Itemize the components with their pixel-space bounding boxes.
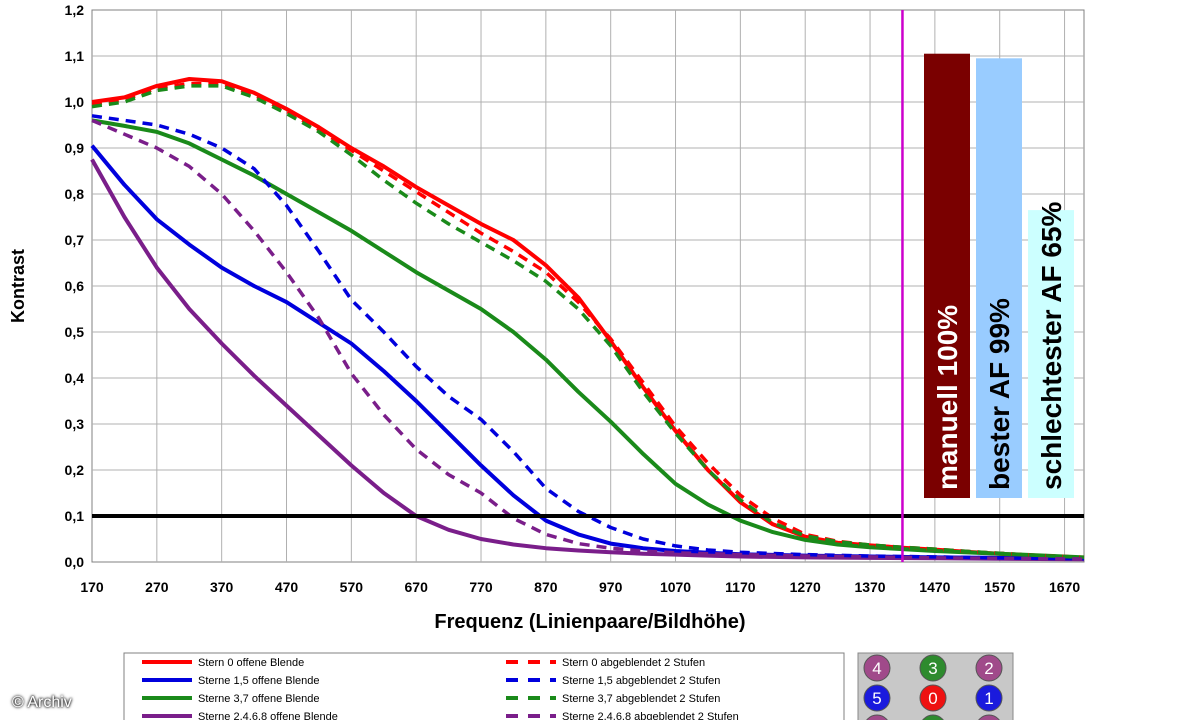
legend-label: Stern 0 abgeblendet 2 Stufen xyxy=(562,657,705,669)
y-tick-label: 0,6 xyxy=(65,278,85,294)
y-axis-label: Kontrast xyxy=(8,249,28,323)
y-tick-label: 0,7 xyxy=(65,232,85,248)
y-tick-label: 0,0 xyxy=(65,554,85,570)
x-tick-label: 1070 xyxy=(660,579,691,595)
series-line xyxy=(90,158,1085,562)
x-tick-label: 970 xyxy=(599,579,623,595)
x-tick-label: 670 xyxy=(405,579,429,595)
legend-label: Sterne 3,7 offene Blende xyxy=(198,693,320,705)
y-tick-label: 0,5 xyxy=(65,324,85,340)
bar-label: bester AF 99% xyxy=(984,298,1015,490)
series-line xyxy=(91,118,1085,561)
y-tick-label: 0,2 xyxy=(65,462,85,478)
legend-label: Sterne 3,7 abgeblendet 2 Stufen xyxy=(562,693,720,705)
y-tick-label: 0,3 xyxy=(65,416,85,432)
series-line xyxy=(91,114,1085,561)
series-line xyxy=(91,118,1085,560)
x-tick-label: 1170 xyxy=(725,579,756,595)
badge-circle xyxy=(978,714,1000,720)
badge-circle xyxy=(922,714,944,720)
badge-circle xyxy=(866,714,888,720)
badge-circle xyxy=(863,684,891,712)
badges-group: 4 3 2 5 0 1 xyxy=(863,654,1003,720)
legend-items: Stern 0 offene Blende Sterne 1,5 offene B… xyxy=(142,657,739,720)
bar xyxy=(976,58,1022,499)
badge-circle xyxy=(975,684,1003,712)
legend-box xyxy=(123,652,845,720)
badge-panel: 4 3 2 5 0 1 xyxy=(857,652,1014,720)
y-tick-label: 0,9 xyxy=(65,140,85,156)
x-tick-label: 570 xyxy=(340,579,364,595)
reference-lines xyxy=(92,10,1084,562)
y-tick-label: 1,1 xyxy=(65,48,85,64)
x-tick-label: 470 xyxy=(275,579,299,595)
y-tick-label: 0,4 xyxy=(65,370,85,386)
y-tick-label: 1,0 xyxy=(65,94,85,110)
x-tick-label: 370 xyxy=(210,579,234,595)
badge-label: 4 xyxy=(872,659,881,678)
badge-circle xyxy=(863,654,891,682)
badge-label: 0 xyxy=(928,689,937,708)
x-tick-label: 1470 xyxy=(919,579,950,595)
x-tick-label: 170 xyxy=(80,579,104,595)
badge-circle xyxy=(919,684,947,712)
legend-label: Sterne 2,4,6,8 offene Blende xyxy=(198,711,338,720)
bars-group: manuell 100% bester AF 99% schlechtester A… xyxy=(924,53,1074,499)
badge-label: 1 xyxy=(984,689,993,708)
legend-label: Sterne 1,5 offene Blende xyxy=(198,675,320,687)
x-tick-label: 1570 xyxy=(984,579,1015,595)
x-tick-label: 1370 xyxy=(854,579,885,595)
bar xyxy=(924,53,970,498)
x-tick-label: 1270 xyxy=(790,579,821,595)
legend-label: Stern 0 offene Blende xyxy=(198,657,304,669)
copyright-note: © Archiv xyxy=(12,694,72,711)
bar-label: manuell 100% xyxy=(932,305,963,490)
x-tick-label: 770 xyxy=(469,579,493,595)
bar xyxy=(1028,210,1074,498)
bar-label: schlechtester AF 65% xyxy=(1036,201,1067,490)
series-line xyxy=(91,81,1085,560)
legend: Stern 0 offene Blende Sterne 1,5 offene B… xyxy=(123,652,845,720)
badge-circle xyxy=(975,654,1003,682)
badge-label: 5 xyxy=(872,689,881,708)
badge-label: 3 xyxy=(928,659,937,678)
y-tick-label: 1,2 xyxy=(65,2,85,18)
legend-label: Sterne 1,5 abgeblendet 2 Stufen xyxy=(562,675,720,687)
badge-circle xyxy=(919,654,947,682)
x-tick-label: 870 xyxy=(534,579,558,595)
legend-label: Sterne 2,4,6,8 abgeblendet 2 Stufen xyxy=(562,711,739,720)
badge-label: 2 xyxy=(984,659,993,678)
y-tick-label: 0,8 xyxy=(65,186,85,202)
y-tick-label: 0,1 xyxy=(65,508,85,524)
x-tick-label: 270 xyxy=(145,579,169,595)
y-tick-labels: 0,0 0,1 0,2 0,3 0,4 0,5 0,6 0,7 0,8 0,9 1,0 1,1 1,2 xyxy=(65,2,85,570)
x-tick-labels: 170 270 370 470 570 670 770 870 970 1070 1170 1270 1… xyxy=(80,579,1080,595)
x-axis-label: Frequenz (Linienpaare/Bildhöhe) xyxy=(434,611,745,633)
x-tick-label: 1670 xyxy=(1049,579,1080,595)
